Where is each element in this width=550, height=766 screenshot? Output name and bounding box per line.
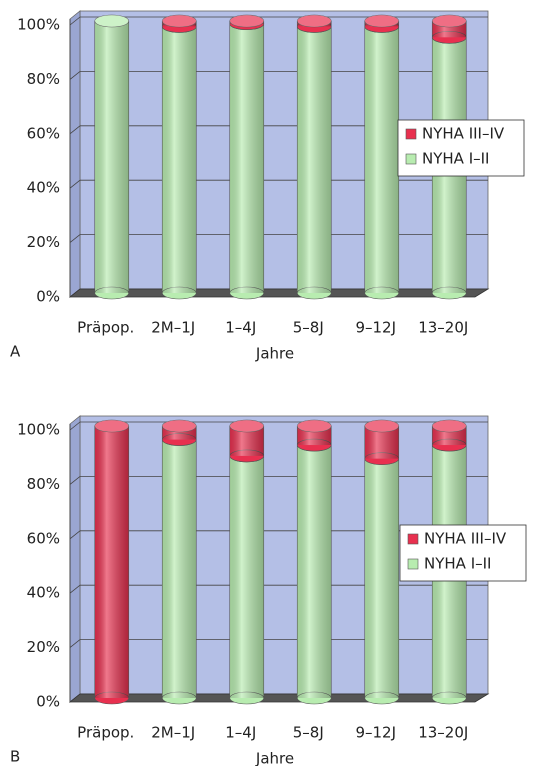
cylinder-shade bbox=[162, 26, 197, 293]
cylinder-shade bbox=[297, 445, 332, 698]
grid-line-side bbox=[69, 584, 81, 594]
bar-segment bbox=[161, 20, 197, 300]
cylinder-shade bbox=[229, 455, 264, 698]
panel-label: A bbox=[10, 343, 21, 361]
legend-swatch bbox=[405, 128, 417, 140]
x-tick-label: Präpop. bbox=[77, 319, 134, 337]
grid-line-side bbox=[69, 639, 81, 648]
bar-segment bbox=[229, 17, 265, 300]
legend-box bbox=[399, 524, 527, 582]
cylinder-shade bbox=[94, 21, 129, 293]
y-tick-label: 20% bbox=[27, 638, 60, 656]
legend-swatch bbox=[407, 533, 419, 545]
cylinder-top-light bbox=[162, 420, 197, 432]
bar-segment bbox=[161, 419, 197, 446]
cylinder-top-light bbox=[229, 15, 264, 27]
bar-segment bbox=[364, 419, 400, 465]
legend-label: NYHA I–II bbox=[424, 555, 491, 573]
y-tick-label: 0% bbox=[36, 288, 60, 306]
side-wall bbox=[69, 415, 81, 703]
y-tick-label: 40% bbox=[27, 179, 60, 197]
x-tick-label: 5–8J bbox=[293, 319, 324, 337]
x-axis-label: Jahre bbox=[255, 345, 294, 363]
x-tick-label: 1–4J bbox=[225, 319, 256, 337]
bar-segment bbox=[296, 419, 332, 452]
grid-line-side bbox=[69, 476, 81, 485]
grid-line-side bbox=[69, 125, 81, 135]
chart: 0% 20% 40% 60% 80% 100% Präpop. 2M–1J 1–4J 5–8J 9–… bbox=[10, 10, 525, 363]
cylinder-top-light bbox=[297, 15, 332, 27]
x-tick-label: 13–20J bbox=[418, 319, 468, 337]
cylinder-top-light bbox=[162, 15, 197, 27]
grid-line-side bbox=[69, 16, 81, 26]
cylinder-shade bbox=[229, 23, 264, 293]
x-tick-label: 13–20J bbox=[418, 724, 468, 742]
cylinder-top-light bbox=[432, 15, 467, 27]
bar-segment bbox=[94, 14, 130, 300]
x-axis-label: Jahre bbox=[255, 750, 294, 766]
cylinder-shade bbox=[297, 26, 332, 293]
bar-segment bbox=[364, 452, 400, 705]
cylinder-shade bbox=[364, 458, 399, 698]
bar-segment bbox=[229, 419, 265, 463]
y-tick-label: 40% bbox=[27, 584, 60, 602]
bar-segment bbox=[94, 419, 130, 705]
grid-line-side bbox=[69, 530, 81, 540]
bar-segment bbox=[296, 438, 332, 705]
legend-box bbox=[397, 119, 525, 177]
legend-swatch bbox=[407, 558, 419, 570]
y-tick-label: 60% bbox=[27, 124, 60, 142]
y-tick-label: 80% bbox=[27, 475, 60, 493]
legend-swatch bbox=[405, 153, 417, 165]
bar-segment bbox=[161, 433, 197, 705]
y-tick-label: 20% bbox=[27, 233, 60, 251]
x-tick-label: 5–8J bbox=[293, 724, 324, 742]
x-tick-label: 1–4J bbox=[225, 724, 256, 742]
bar-segment bbox=[431, 14, 467, 44]
panel-label: B bbox=[10, 748, 20, 766]
side-wall bbox=[69, 10, 81, 298]
y-tick-label: 80% bbox=[27, 70, 60, 88]
floor bbox=[68, 288, 490, 298]
bar-segment bbox=[296, 20, 332, 300]
bar-segment bbox=[161, 14, 197, 33]
y-tick-label: 60% bbox=[27, 529, 60, 547]
cylinder-top-light bbox=[297, 420, 332, 432]
floor bbox=[68, 693, 490, 703]
x-tick-label: Präpop. bbox=[77, 724, 134, 742]
legend-label: NYHA III–IV bbox=[424, 530, 507, 548]
bar-segment bbox=[296, 14, 332, 33]
grid-line-side bbox=[69, 421, 81, 431]
y-tick-label: 100% bbox=[17, 16, 60, 34]
cylinder-top-light bbox=[94, 420, 129, 432]
cylinder-top-light bbox=[364, 15, 399, 27]
bar-segment bbox=[431, 419, 467, 452]
x-tick-label: 2M–1J bbox=[151, 724, 195, 742]
bar-segment bbox=[229, 14, 265, 31]
chart: 0% 20% 40% 60% 80% 100% Präpop. 2M–1J 1–4J 5–8J 9–… bbox=[10, 415, 527, 766]
legend-label: NYHA III–IV bbox=[422, 125, 505, 143]
cylinder-shade bbox=[94, 426, 129, 698]
grid-line-side bbox=[69, 71, 81, 80]
grid-line-side bbox=[69, 179, 81, 189]
cylinder-top-light bbox=[364, 420, 399, 432]
bar-segment bbox=[364, 14, 400, 33]
x-tick-label: 2M–1J bbox=[151, 319, 195, 337]
cylinder-top-light bbox=[94, 15, 129, 27]
y-tick-label: 0% bbox=[36, 693, 60, 711]
bar-segment bbox=[229, 449, 265, 705]
cylinder-top-light bbox=[432, 420, 467, 432]
cylinder-shade bbox=[162, 439, 197, 698]
x-tick-label: 9–12J bbox=[355, 724, 396, 742]
cylinder-top-light bbox=[229, 420, 264, 432]
legend-label: NYHA I–II bbox=[422, 150, 489, 168]
bar-segment bbox=[364, 20, 400, 300]
x-tick-label: 9–12J bbox=[355, 319, 396, 337]
cylinder-shade bbox=[364, 26, 399, 293]
grid-line-side bbox=[69, 234, 81, 243]
y-tick-label: 100% bbox=[17, 421, 60, 439]
